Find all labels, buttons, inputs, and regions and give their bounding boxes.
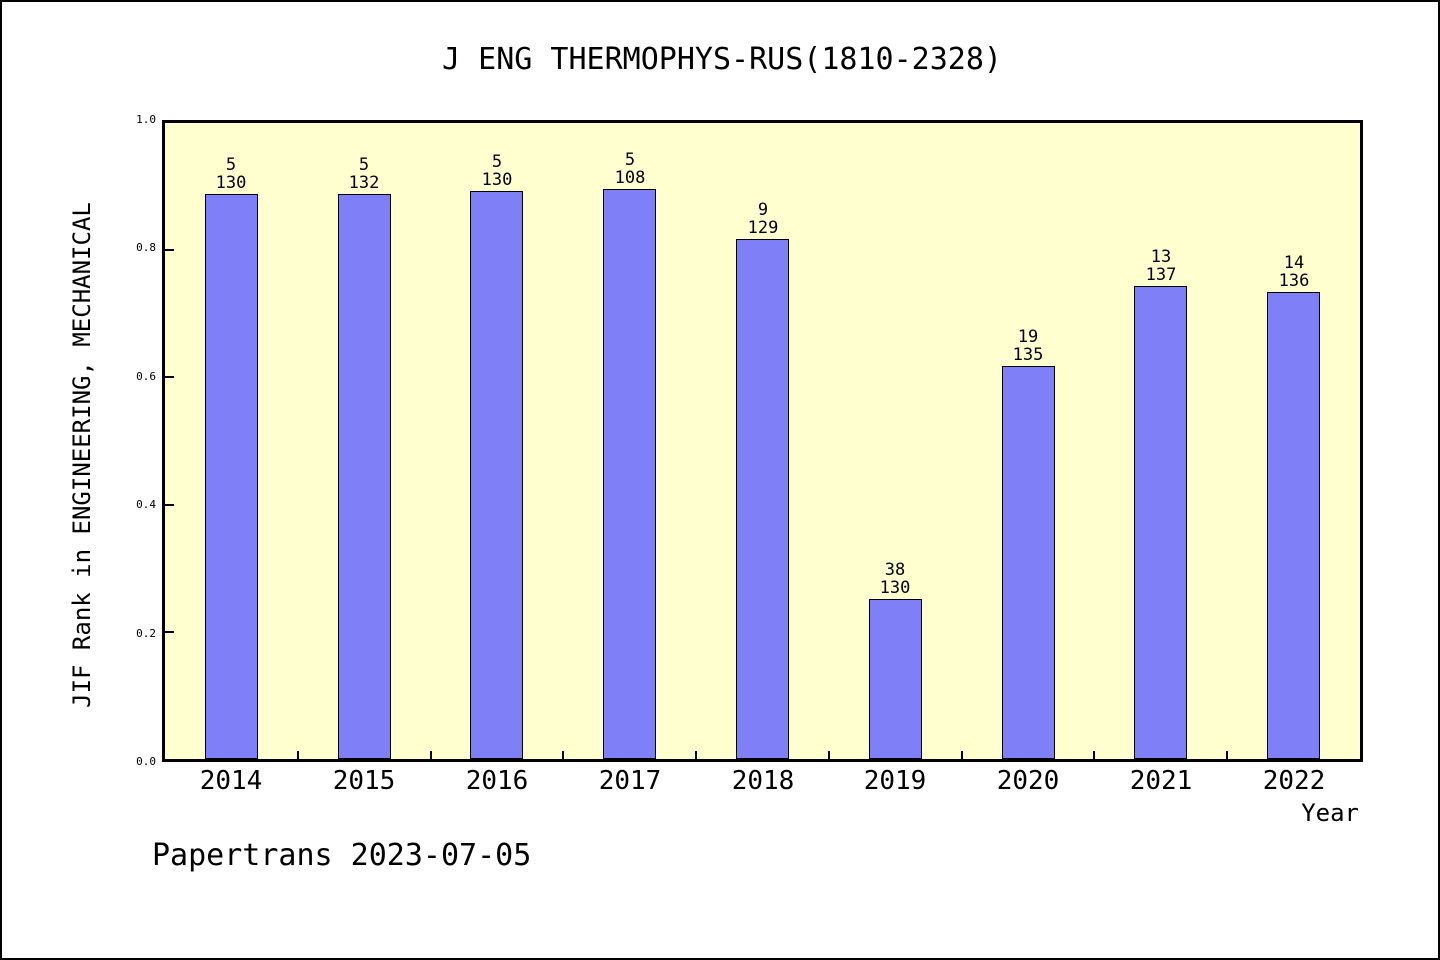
- bar-value-label: 5 108: [570, 151, 690, 187]
- bar-rank-value: 9: [757, 200, 769, 220]
- bar-total-value: 129: [747, 218, 779, 238]
- bar-value-label: 5 130: [437, 153, 557, 189]
- y-tick-mark: [165, 504, 174, 506]
- bar-total-value: 135: [1012, 345, 1044, 365]
- bar-rank-value: 13: [1150, 247, 1172, 267]
- bar-2015: [338, 194, 391, 759]
- y-axis-label: JIF Rank in ENGINEERING, MECHANICAL: [68, 202, 96, 708]
- bar-total-value: 130: [879, 578, 911, 598]
- bar-2017: [603, 189, 656, 759]
- y-tick-mark: [165, 249, 174, 251]
- bar-rank-value: 5: [358, 155, 370, 175]
- y-tick-mark: [165, 631, 174, 633]
- x-tick-mark: [961, 751, 963, 759]
- chart-title: J ENG THERMOPHYS-RUS(1810-2328): [442, 42, 1002, 77]
- bar-2020: [1002, 366, 1055, 759]
- y-tick-label-0.4: 0.4: [136, 498, 156, 511]
- x-tick-label-2019: 2019: [863, 766, 927, 796]
- x-tick-label-2016: 2016: [465, 766, 529, 796]
- bar-total-value: 136: [1278, 271, 1310, 291]
- x-tick-mark: [562, 751, 564, 759]
- bar-rank-value: 5: [225, 155, 237, 175]
- bar-rank-value: 5: [491, 152, 503, 172]
- bar-rank-value: 14: [1283, 253, 1305, 273]
- bar-value-label: 13 137: [1101, 248, 1221, 284]
- x-tick-label-2018: 2018: [731, 766, 795, 796]
- y-tick-label-1.0: 1.0: [136, 113, 156, 126]
- bar-2014: [205, 194, 258, 759]
- bar-total-value: 130: [215, 173, 247, 193]
- bar-rank-value: 38: [884, 560, 906, 580]
- x-tick-label-2017: 2017: [598, 766, 662, 796]
- bar-rank-value: 5: [624, 150, 636, 170]
- bar-rank-value: 19: [1017, 327, 1039, 347]
- bar-2018: [736, 239, 789, 759]
- watermark-text: Papertrans 2023-07-05: [152, 838, 532, 873]
- bar-value-label: 19 135: [968, 328, 1088, 364]
- y-tick-label-0.0: 0.0: [136, 755, 156, 768]
- bar-2022: [1267, 292, 1320, 759]
- x-tick-label-2020: 2020: [996, 766, 1060, 796]
- x-tick-label-2021: 2021: [1129, 766, 1193, 796]
- y-tick-label-0.2: 0.2: [136, 627, 156, 640]
- x-tick-mark: [828, 751, 830, 759]
- plot-area: 5 130 5 132 5 130 5 108 9 129 38 130 19 135 13 137 14 136: [162, 120, 1363, 762]
- bar-2016: [470, 191, 523, 759]
- y-tick-label-0.6: 0.6: [136, 370, 156, 383]
- bar-value-label: 14 136: [1234, 254, 1354, 290]
- x-tick-mark: [430, 751, 432, 759]
- bar-value-label: 5 130: [171, 156, 291, 192]
- bar-value-label: 5 132: [304, 156, 424, 192]
- bar-total-value: 132: [348, 173, 380, 193]
- y-tick-mark: [165, 376, 174, 378]
- y-tick-label-0.8: 0.8: [136, 241, 156, 254]
- bar-value-label: 9 129: [703, 201, 823, 237]
- bar-value-label: 38 130: [835, 561, 955, 597]
- x-tick-mark: [1226, 751, 1228, 759]
- x-tick-label-2022: 2022: [1262, 766, 1326, 796]
- x-tick-label-2015: 2015: [332, 766, 396, 796]
- bar-total-value: 137: [1145, 265, 1177, 285]
- bar-total-value: 108: [614, 168, 646, 188]
- x-tick-label-2014: 2014: [199, 766, 263, 796]
- x-tick-mark: [297, 751, 299, 759]
- x-tick-mark: [695, 751, 697, 759]
- bar-2019: [869, 599, 922, 759]
- bar-2021: [1134, 286, 1187, 759]
- bar-total-value: 130: [481, 170, 513, 190]
- x-axis-label: Year: [1301, 799, 1359, 827]
- x-tick-mark: [1093, 751, 1095, 759]
